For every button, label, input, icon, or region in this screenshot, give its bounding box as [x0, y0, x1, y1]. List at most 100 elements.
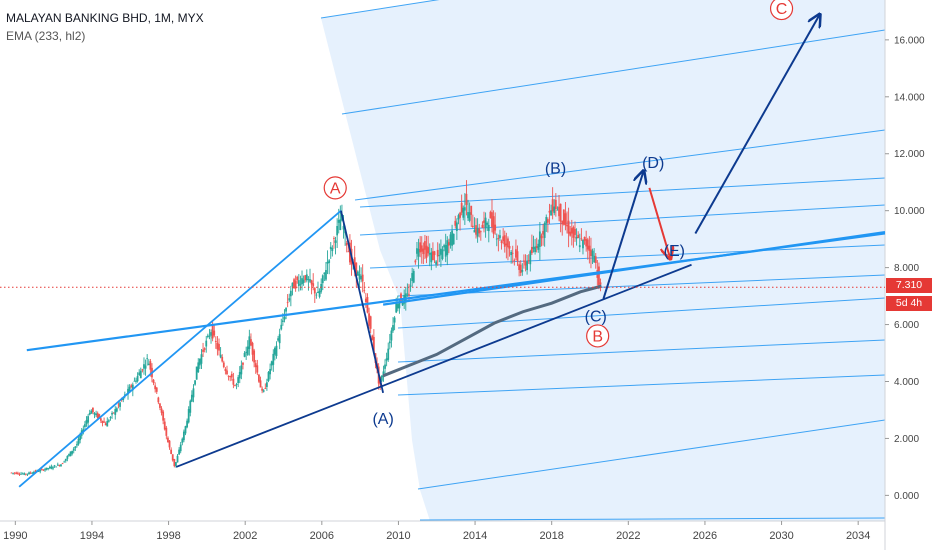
candle-body — [545, 216, 548, 224]
candle-body — [532, 246, 535, 250]
countdown-tag: 5d 4h — [886, 296, 932, 311]
candle-body — [278, 334, 281, 344]
pitchfork-channel-line — [359, 177, 885, 208]
candle-body — [184, 426, 187, 434]
candle-body — [440, 248, 442, 255]
candle-body — [242, 362, 244, 365]
pitchfork-zone — [321, 0, 885, 521]
candle-body — [564, 213, 567, 226]
candle-body — [203, 348, 206, 350]
candle-body — [447, 242, 450, 246]
y-tick-label: 8.000 — [894, 263, 919, 274]
candle-body — [281, 320, 284, 322]
candle-body — [192, 388, 195, 398]
candle-body — [289, 290, 292, 297]
candle-body — [323, 272, 326, 275]
candle-body — [502, 236, 505, 242]
candle-body — [347, 251, 350, 253]
y-tick-label: 10.000 — [894, 206, 925, 217]
candle-body — [262, 390, 265, 392]
candle-body — [543, 222, 546, 238]
candle-body — [356, 271, 359, 276]
candle-body — [455, 222, 458, 232]
candle-body — [313, 288, 316, 294]
x-tick-label: 2030 — [769, 530, 793, 542]
x-tick-label: 2002 — [233, 530, 257, 542]
candle-body — [58, 465, 61, 467]
candle-body — [144, 365, 147, 369]
candle-body — [523, 260, 525, 262]
candle-body — [420, 245, 423, 252]
candle-body — [106, 420, 109, 427]
wave-label-circle — [769, 0, 794, 21]
candle-body — [256, 365, 259, 373]
candle-body — [384, 364, 386, 369]
candle-body — [133, 380, 136, 382]
candle-body — [280, 324, 283, 330]
candle-body — [396, 304, 399, 309]
candle-body — [229, 376, 232, 378]
candle-body — [237, 377, 240, 383]
x-tick-label: 1998 — [156, 530, 180, 542]
candle-body — [285, 307, 287, 312]
candle-body — [266, 382, 268, 387]
candle-body — [55, 466, 58, 468]
candle-body — [101, 420, 104, 424]
wave-label: C — [776, 1, 788, 18]
x-tick-label: 1994 — [80, 530, 104, 542]
candle-body — [444, 245, 447, 257]
pitchfork-channel-line — [320, 0, 440, 19]
candle-body — [208, 335, 211, 337]
x-tick-label: 2026 — [693, 530, 717, 542]
candle-body — [135, 380, 137, 382]
candle-body — [293, 279, 295, 289]
candle-body — [16, 472, 19, 474]
candle-body — [556, 209, 559, 211]
candle-body — [553, 206, 556, 214]
candle-body — [459, 212, 461, 218]
candle-body — [147, 363, 150, 365]
candle-body — [104, 423, 107, 426]
candle-body — [516, 251, 519, 262]
y-tick-label: 6.000 — [894, 320, 919, 331]
candle-body — [305, 274, 308, 281]
wave-label: (B) — [545, 160, 566, 177]
candle-body — [213, 330, 216, 336]
candle-body — [45, 467, 48, 470]
candle-body — [411, 273, 414, 281]
candle-body — [77, 438, 80, 445]
wave-projection-arrow — [602, 171, 643, 300]
candle-body — [583, 237, 586, 241]
candle-body — [187, 409, 190, 423]
candle-body — [26, 473, 29, 475]
candle-body — [301, 278, 303, 285]
candle-body — [226, 370, 228, 375]
candle-body — [540, 235, 543, 239]
candle-body — [495, 238, 498, 240]
candle-body — [53, 465, 56, 467]
pitchfork-channel-line — [417, 419, 885, 490]
candle-body — [48, 466, 51, 469]
candle-body — [119, 402, 121, 407]
candle-body — [339, 219, 342, 230]
y-tick-label: 14.000 — [894, 92, 925, 103]
candle-body — [52, 467, 54, 469]
candle-body — [66, 456, 69, 459]
candle-body — [441, 249, 444, 259]
candle-body — [122, 397, 125, 401]
candles — [10, 180, 602, 477]
pitchfork-channel-line — [397, 297, 885, 329]
candle-body — [152, 379, 155, 383]
candle-body — [530, 246, 533, 254]
candle-body — [385, 358, 388, 361]
candle-body — [264, 388, 267, 390]
candle-body — [497, 238, 500, 239]
candle-body — [408, 294, 410, 296]
candle-body — [44, 469, 46, 471]
candle-body — [160, 408, 163, 413]
candle-body — [561, 221, 564, 225]
candle-body — [329, 246, 332, 250]
candle-body — [98, 414, 101, 418]
candle-body — [277, 338, 279, 341]
